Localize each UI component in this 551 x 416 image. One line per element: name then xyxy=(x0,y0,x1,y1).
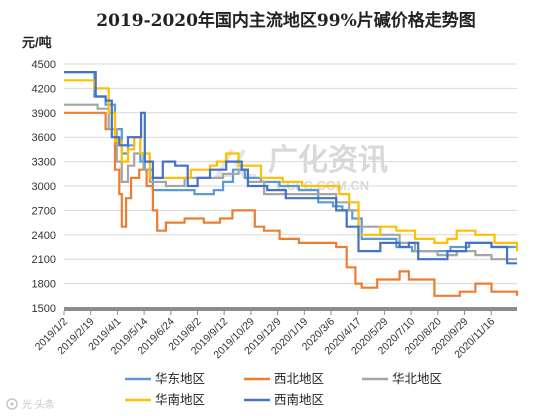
legend-label: 西南地区 xyxy=(274,392,324,407)
y-tick-label: 4500 xyxy=(32,59,56,71)
y-tick-label: 2700 xyxy=(32,205,56,217)
legend-label: 西北地区 xyxy=(274,372,324,386)
y-tick-label: 1500 xyxy=(32,303,56,315)
y-tick-label: 3900 xyxy=(32,108,56,120)
chart-title: 2019-2020年国内主流地区99%片碱价格走势图 xyxy=(96,10,476,31)
corner-logo-icon xyxy=(6,398,18,410)
series-line xyxy=(64,71,517,265)
legend-label: 华东地区 xyxy=(155,371,205,386)
legend-label: 华南地区 xyxy=(155,392,205,407)
series-line xyxy=(64,79,519,252)
y-tick-label: 3000 xyxy=(32,181,56,193)
y-tick-label: 1800 xyxy=(32,279,56,291)
corner-watermark: 光 头条 xyxy=(6,398,55,411)
series-line xyxy=(64,111,519,297)
y-axis-unit: 元/吨 xyxy=(22,35,52,50)
y-tick-label: 3600 xyxy=(32,132,56,144)
y-tick-label: 2100 xyxy=(32,254,56,266)
legend-label: 华北地区 xyxy=(392,371,442,386)
series-layer xyxy=(64,71,519,297)
y-tick-label: 3300 xyxy=(32,157,56,169)
watermark-brand: 广化资讯 xyxy=(268,144,388,177)
y-tick-label: 4200 xyxy=(32,83,56,95)
corner-watermark-text: 光 头条 xyxy=(22,398,55,411)
x-axis-baseline xyxy=(64,307,517,311)
y-tick-label: 2400 xyxy=(32,230,56,242)
watermark: 广化资讯 GCLC.COM.CN xyxy=(214,144,388,193)
